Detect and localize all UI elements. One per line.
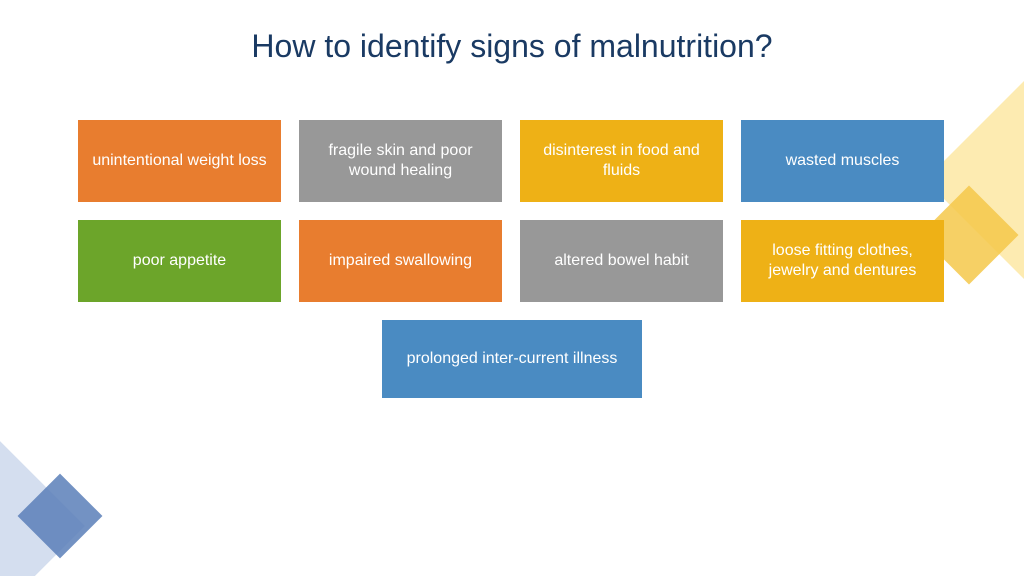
sign-card: altered bowel habit — [520, 220, 723, 302]
sign-card: impaired swallowing — [299, 220, 502, 302]
grid-row: prolonged inter-current illness — [78, 320, 946, 398]
sign-card: loose fitting clothes, jewelry and dentu… — [741, 220, 944, 302]
signs-grid: unintentional weight loss fragile skin a… — [78, 120, 946, 416]
sign-card: poor appetite — [78, 220, 281, 302]
slide: How to identify signs of malnutrition? u… — [0, 0, 1024, 576]
slide-title: How to identify signs of malnutrition? — [0, 28, 1024, 65]
sign-card: wasted muscles — [741, 120, 944, 202]
grid-row: poor appetite impaired swallowing altere… — [78, 220, 946, 302]
sign-card: unintentional weight loss — [78, 120, 281, 202]
sign-card: disinterest in food and fluids — [520, 120, 723, 202]
grid-row: unintentional weight loss fragile skin a… — [78, 120, 946, 202]
sign-card: fragile skin and poor wound healing — [299, 120, 502, 202]
sign-card: prolonged inter-current illness — [382, 320, 642, 398]
